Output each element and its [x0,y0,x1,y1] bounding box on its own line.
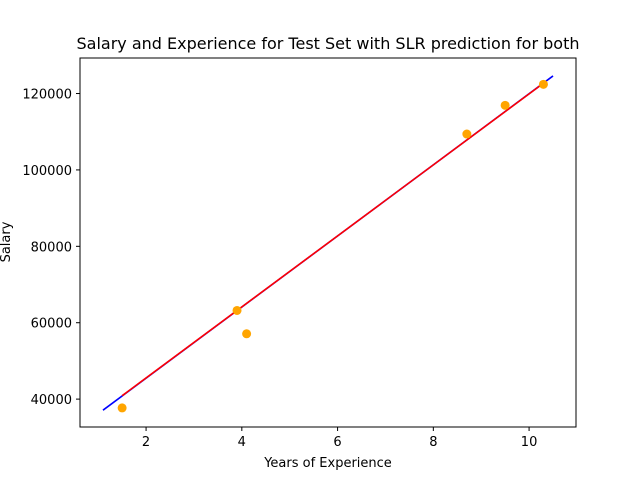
x-tick-label: 8 [429,435,437,450]
data-point [538,79,548,89]
y-tick-label: 60000 [31,317,72,332]
x-tick-label: 10 [521,435,538,450]
data-point [232,305,242,315]
series-layer [102,75,554,413]
x-tick-label: 4 [238,435,246,450]
data-point [500,100,510,110]
y-tick-label: 100000 [22,164,72,179]
y-tick-label: 80000 [31,240,72,255]
x-tick-label: 2 [142,435,150,450]
x-tick-label: 6 [333,435,341,450]
data-point [462,129,472,139]
plot-frame [79,57,577,428]
chart-title: Salary and Experience for Test Set with … [77,34,580,53]
y-tick-label: 40000 [31,393,72,408]
y-tick-label: 120000 [22,88,72,103]
x-axis-label: Years of Experience [263,456,392,471]
y-axis-label: Salary [0,221,14,262]
x-axis-ticks: 2 4 6 8 10 [142,427,537,450]
data-point [242,329,252,339]
y-axis-ticks: 40000 60000 80000 100000 120000 [22,88,80,408]
regression-line [121,82,544,397]
data-point [117,403,127,413]
